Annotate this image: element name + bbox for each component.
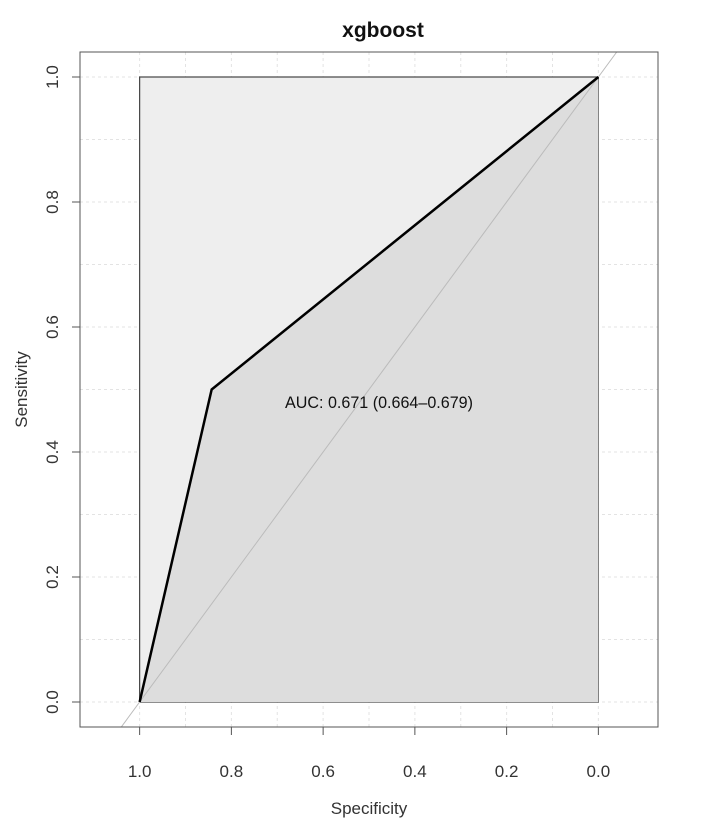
y-tick-label: 0.0	[43, 690, 62, 714]
x-axis-label: Specificity	[331, 799, 408, 818]
chart-title: xgboost	[342, 19, 424, 42]
x-tick-label: 0.6	[311, 762, 335, 781]
reference-diagonal	[120, 51, 618, 728]
x-tick-label: 0.8	[220, 762, 244, 781]
x-tick-label: 0.0	[587, 762, 611, 781]
x-tick-label: 0.2	[495, 762, 519, 781]
y-tick-label: 0.8	[43, 190, 62, 214]
y-tick-label: 0.2	[43, 565, 62, 589]
y-tick-label: 0.4	[43, 440, 62, 464]
plot-frame	[79, 51, 659, 728]
lines	[120, 51, 618, 728]
roc-curve	[138, 76, 600, 703]
x-axis: 1.0 0.8 0.6 0.4 0.2 0.0	[128, 727, 610, 781]
y-axis-label: Sensitivity	[12, 351, 31, 428]
auc-annotation: AUC: 0.671 (0.664–0.679)	[285, 393, 473, 412]
x-tick-label: 0.4	[403, 762, 427, 781]
x-tick-label: 1.0	[128, 762, 152, 781]
y-axis: 0.0 0.2 0.4 0.6 0.8 1.0	[43, 65, 80, 714]
y-tick-label: 1.0	[43, 65, 62, 89]
y-tick-label: 0.6	[43, 315, 62, 339]
